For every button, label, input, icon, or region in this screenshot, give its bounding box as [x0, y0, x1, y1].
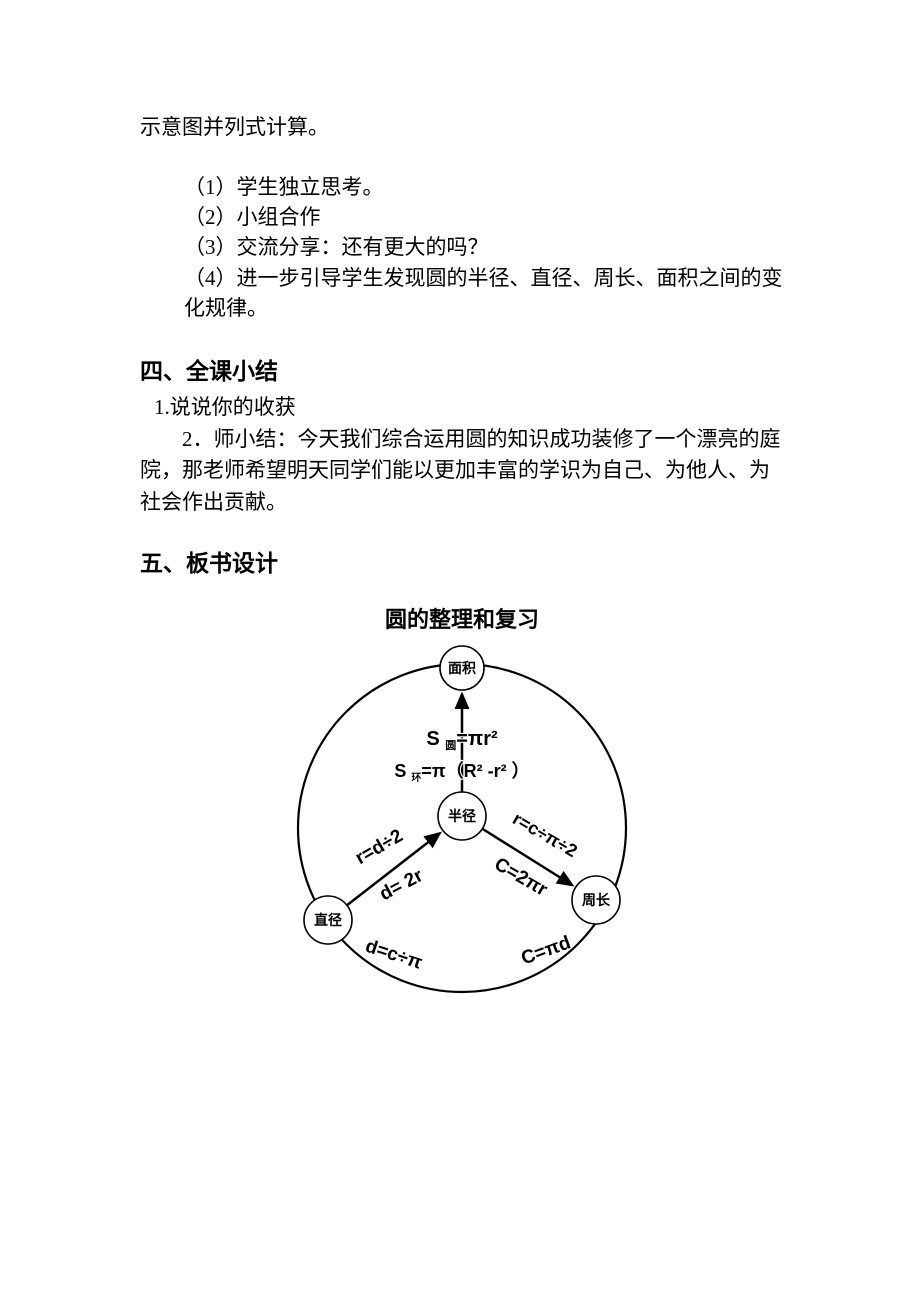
board-diagram: S 圆=πr²S 环=π（R² -r² ）r=d÷2d= 2rr=c÷π÷2C=… — [140, 640, 784, 1000]
board-title: 圆的整理和复习 — [140, 603, 784, 636]
svg-text:d=c÷π: d=c÷π — [363, 935, 425, 973]
step-item: （1）学生独立思考。 — [140, 172, 784, 202]
step-list: （1）学生独立思考。 （2）小组合作 （3）交流分享：还有更大的吗？ （4）进一… — [140, 172, 784, 324]
svg-text:面积: 面积 — [448, 660, 476, 676]
svg-text:S 圆=πr²: S 圆=πr² — [426, 728, 498, 752]
svg-text:S 环=π（R² -r² ）: S 环=π（R² -r² ） — [394, 761, 529, 784]
section-4-heading: 四、全课小结 — [140, 354, 784, 389]
section-4-line-1: 1.说说你的收获 — [140, 392, 784, 424]
document-page: 示意图并列式计算。 （1）学生独立思考。 （2）小组合作 （3）交流分享：还有更… — [0, 0, 920, 1302]
svg-text:r=d÷2: r=d÷2 — [352, 825, 407, 869]
section-5-heading: 五、板书设计 — [140, 546, 784, 581]
section-4-line-2: 2．师小结：今天我们综合运用圆的知识成功装修了一个漂亮的庭院，那老师希望明天同学… — [140, 424, 784, 519]
svg-text:周长: 周长 — [582, 892, 611, 908]
step-item: （2）小组合作 — [140, 202, 784, 232]
svg-text:d= 2r: d= 2r — [376, 864, 427, 904]
lead-line: 示意图并列式计算。 — [140, 112, 784, 144]
circle-summary-diagram: S 圆=πr²S 环=π（R² -r² ）r=d÷2d= 2rr=c÷π÷2C=… — [282, 640, 642, 1000]
svg-text:C=2πr: C=2πr — [491, 853, 552, 900]
step-item: （4）进一步引导学生发现圆的半径、直径、周长、面积之间的变化规律。 — [140, 263, 784, 324]
svg-text:C=πd: C=πd — [519, 932, 574, 969]
step-item: （3）交流分享：还有更大的吗？ — [140, 232, 784, 262]
svg-text:半径: 半径 — [448, 808, 476, 824]
svg-text:直径: 直径 — [314, 912, 342, 928]
